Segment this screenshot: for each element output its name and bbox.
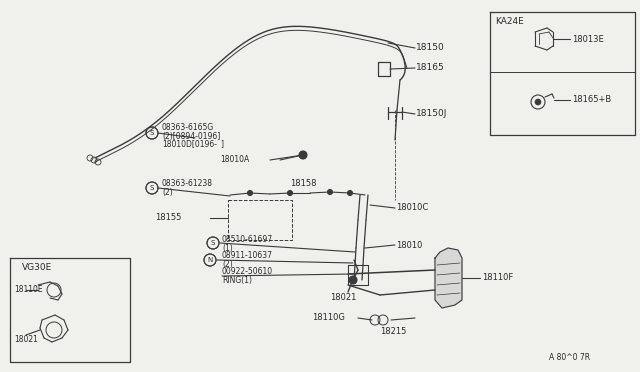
- Text: 18110G: 18110G: [312, 314, 345, 323]
- Text: (2): (2): [162, 187, 173, 196]
- Circle shape: [287, 190, 292, 196]
- Text: 18013E: 18013E: [572, 35, 604, 44]
- Text: 18010D[0196-: 18010D[0196-: [162, 140, 217, 148]
- Text: 18215: 18215: [380, 327, 406, 337]
- Text: 08363-6165G: 08363-6165G: [162, 124, 214, 132]
- Circle shape: [248, 190, 253, 196]
- Text: 00922-50610: 00922-50610: [222, 267, 273, 276]
- Text: 08510-61697: 08510-61697: [222, 234, 273, 244]
- Circle shape: [349, 276, 357, 284]
- Text: 18010A: 18010A: [220, 155, 249, 164]
- Circle shape: [535, 99, 541, 105]
- Circle shape: [299, 151, 307, 159]
- Text: 18150: 18150: [416, 44, 445, 52]
- Text: 18110F: 18110F: [482, 273, 513, 282]
- Text: S: S: [150, 185, 154, 191]
- Text: 18150J: 18150J: [416, 109, 447, 119]
- Text: RING(1): RING(1): [222, 276, 252, 285]
- Text: VG30E: VG30E: [22, 263, 52, 273]
- Text: S: S: [150, 130, 154, 136]
- Polygon shape: [435, 248, 462, 308]
- Circle shape: [348, 190, 353, 196]
- Text: A 80^0 7R: A 80^0 7R: [549, 353, 590, 362]
- Text: 18165: 18165: [416, 64, 445, 73]
- Text: (2): (2): [222, 260, 233, 269]
- Text: 18010: 18010: [396, 241, 422, 250]
- Circle shape: [146, 127, 158, 139]
- Text: 18110E: 18110E: [14, 285, 43, 295]
- Circle shape: [328, 189, 333, 195]
- Text: 08911-10637: 08911-10637: [222, 251, 273, 260]
- Text: (2)[0894-0196]: (2)[0894-0196]: [162, 131, 220, 141]
- Text: 18021: 18021: [14, 336, 38, 344]
- Circle shape: [204, 254, 216, 266]
- Circle shape: [146, 182, 158, 194]
- Text: 18158: 18158: [290, 179, 317, 187]
- Text: 18165+B: 18165+B: [572, 96, 611, 105]
- Text: 18010C: 18010C: [396, 203, 428, 212]
- Text: 18155: 18155: [155, 214, 181, 222]
- Text: S: S: [211, 240, 215, 246]
- Text: ]: ]: [220, 140, 223, 148]
- Text: (1): (1): [222, 244, 233, 253]
- Text: 18021: 18021: [330, 294, 356, 302]
- Text: KA24E: KA24E: [495, 17, 524, 26]
- Text: 08363-61238: 08363-61238: [162, 180, 213, 189]
- Text: N: N: [207, 257, 212, 263]
- Circle shape: [207, 237, 219, 249]
